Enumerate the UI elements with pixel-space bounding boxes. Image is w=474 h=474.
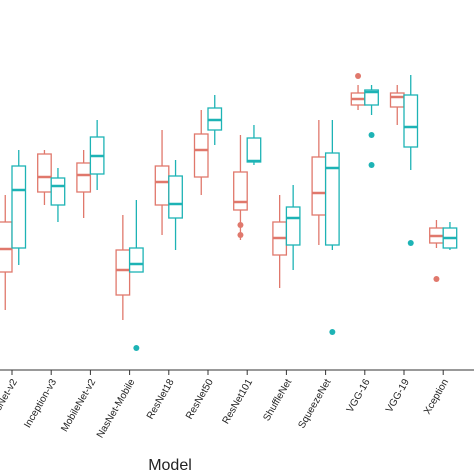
box — [0, 221, 13, 273]
box — [246, 137, 262, 163]
box — [154, 165, 170, 206]
box — [115, 249, 131, 296]
x-tick-label: VGG-16 — [345, 377, 373, 415]
x-tick-label: ResNet101 — [221, 377, 256, 426]
outlier — [237, 222, 244, 228]
outlier — [133, 345, 140, 351]
box — [364, 89, 379, 106]
outlier — [368, 162, 375, 168]
outlier — [329, 329, 336, 335]
box — [403, 94, 419, 148]
outlier — [407, 240, 414, 246]
box — [324, 152, 340, 246]
x-tick-label: ShuffleNet — [262, 377, 295, 423]
box — [50, 177, 66, 206]
box — [233, 171, 248, 211]
box — [389, 92, 405, 108]
box — [11, 165, 27, 249]
box — [128, 247, 144, 273]
outlier — [355, 73, 362, 79]
box — [311, 156, 327, 216]
x-tick-label: ResNet50 — [184, 377, 216, 421]
x-tick-label: NasNet-Mobile — [95, 377, 138, 440]
x-tick-label: MobileNet-v2 — [59, 377, 98, 434]
box — [76, 162, 92, 193]
box — [37, 153, 52, 193]
outlier — [237, 232, 244, 238]
outlier — [433, 276, 440, 282]
box — [285, 206, 301, 246]
x-axis-label: Model — [148, 457, 192, 474]
x-tick-label: Inception-v3 — [22, 377, 59, 430]
outlier — [368, 132, 375, 138]
x-tick-label: SqueezeNet — [296, 377, 333, 430]
x-tick-label: VGG-19 — [384, 377, 412, 415]
x-tick-label: ResNet18 — [145, 377, 177, 421]
box — [193, 133, 209, 178]
x-tick-label: ResNet-v2 — [0, 377, 20, 424]
x-tick-label: Xception — [422, 377, 451, 416]
box — [168, 175, 183, 219]
